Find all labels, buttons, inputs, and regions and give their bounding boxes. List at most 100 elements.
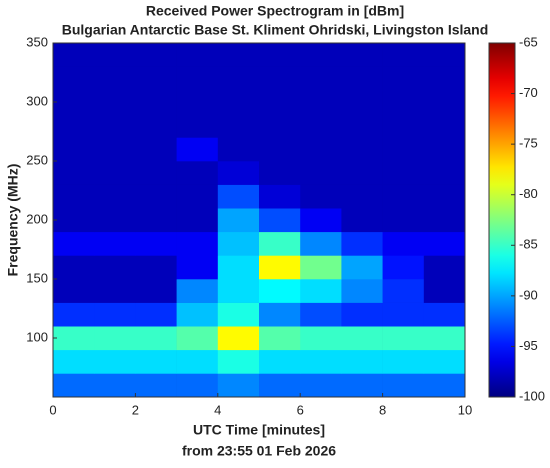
colorbar-tick-label: -85 xyxy=(519,237,538,252)
heat-cell xyxy=(341,326,383,351)
x-tick-label: 0 xyxy=(49,402,56,417)
heat-cell xyxy=(423,208,466,233)
heat-cell xyxy=(382,113,425,138)
heat-cell xyxy=(94,66,136,91)
heat-cell xyxy=(341,208,383,233)
heat-cell xyxy=(94,208,136,233)
x-tick-label: 2 xyxy=(132,402,139,417)
heat-cell xyxy=(259,208,301,233)
heat-cell xyxy=(135,113,177,138)
heat-cell xyxy=(176,137,219,162)
heat-cell xyxy=(341,184,383,209)
heat-cell xyxy=(53,90,95,115)
heat-cell xyxy=(53,349,95,374)
heat-cell xyxy=(176,349,219,374)
heat-cell xyxy=(135,349,177,374)
heat-cell xyxy=(217,137,260,162)
heat-cell xyxy=(217,349,260,374)
heat-cell xyxy=(382,184,425,209)
colorbar-tick-label: -95 xyxy=(519,338,538,353)
heat-cell xyxy=(300,349,342,374)
chart-title: Received Power Spectrogram in [dBm] xyxy=(146,3,404,19)
x-tick-label: 4 xyxy=(214,402,221,417)
heat-cell xyxy=(135,279,177,303)
heat-cell xyxy=(135,161,177,185)
heat-cell xyxy=(94,90,136,115)
heat-cell xyxy=(53,255,95,280)
colorbar-tick-label: -75 xyxy=(519,136,538,151)
heat-cell xyxy=(341,113,383,138)
heat-cell xyxy=(176,113,219,138)
heat-cell xyxy=(259,161,301,185)
heat-cell xyxy=(94,137,136,162)
heat-cell xyxy=(53,326,95,351)
heat-cell xyxy=(176,184,219,209)
heat-cell xyxy=(94,184,136,209)
heat-cell xyxy=(53,279,95,303)
heat-cell xyxy=(300,161,342,185)
heat-cell xyxy=(341,66,383,91)
heat-cell xyxy=(423,255,466,280)
heat-cell xyxy=(382,137,425,162)
heat-cell xyxy=(341,90,383,115)
heat-cell xyxy=(94,326,136,351)
heat-cell xyxy=(135,208,177,233)
heat-cell xyxy=(53,161,95,185)
heat-cell xyxy=(423,66,466,91)
heat-cell xyxy=(259,279,301,303)
x-tick-label: 10 xyxy=(458,402,472,417)
heat-cell xyxy=(135,231,177,256)
heat-cell xyxy=(423,161,466,185)
heat-cell xyxy=(176,66,219,91)
heat-cell xyxy=(176,373,219,398)
heat-cell xyxy=(94,349,136,374)
heat-cell xyxy=(423,231,466,256)
heat-cell xyxy=(382,90,425,115)
heat-cell xyxy=(382,161,425,185)
colorbar-tick-label: -65 xyxy=(519,34,538,49)
heat-cell xyxy=(259,66,301,91)
heat-cell xyxy=(94,373,136,398)
heat-cell xyxy=(300,302,342,327)
heat-cell xyxy=(94,279,136,303)
y-tick-label: 200 xyxy=(26,211,48,226)
heat-cell xyxy=(217,43,260,67)
heat-cell xyxy=(217,66,260,91)
heat-cell xyxy=(259,326,301,351)
colorbar-tick-label: -70 xyxy=(519,85,538,100)
heat-cell xyxy=(382,43,425,67)
heat-cell xyxy=(176,161,219,185)
heat-cell xyxy=(53,137,95,162)
y-tick-label: 150 xyxy=(26,270,48,285)
heat-cell xyxy=(382,349,425,374)
heat-cell xyxy=(423,302,466,327)
heat-cell xyxy=(300,326,342,351)
heat-cell xyxy=(300,137,342,162)
heat-cell xyxy=(300,90,342,115)
y-axis-label: Frequency (MHz) xyxy=(5,164,21,277)
heat-cell xyxy=(94,255,136,280)
heat-cell xyxy=(423,326,466,351)
colorbar xyxy=(488,42,516,398)
heat-cell xyxy=(300,231,342,256)
heat-cell xyxy=(217,279,260,303)
heat-cell xyxy=(300,66,342,91)
heat-cell xyxy=(176,90,219,115)
heat-cell xyxy=(259,137,301,162)
heat-cell xyxy=(423,349,466,374)
heat-cell xyxy=(53,231,95,256)
heat-cell xyxy=(300,113,342,138)
heat-cell xyxy=(217,302,260,327)
heat-cell xyxy=(382,208,425,233)
heat-cell xyxy=(259,373,301,398)
heat-cell xyxy=(176,279,219,303)
heat-cell xyxy=(135,90,177,115)
heat-cell xyxy=(382,231,425,256)
heat-cell xyxy=(53,113,95,138)
heat-cell xyxy=(259,255,301,280)
heat-cell xyxy=(94,113,136,138)
colorbar-tick-label: -80 xyxy=(519,186,538,201)
heat-cell xyxy=(259,349,301,374)
chart-subtitle: Bulgarian Antarctic Base St. Kliment Ohr… xyxy=(62,22,489,38)
heat-cell xyxy=(341,43,383,67)
